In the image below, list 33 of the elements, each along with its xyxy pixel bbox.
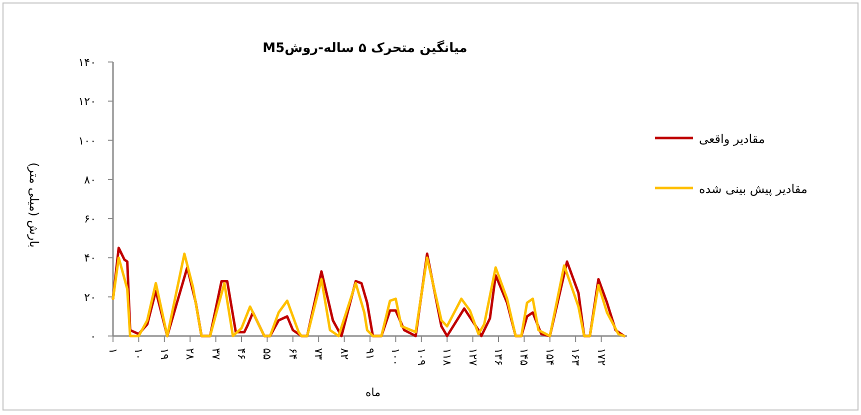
x-tick-label: ۷۳	[312, 348, 326, 360]
legend-label: مقادیر پیش بینی شده	[699, 182, 808, 196]
x-tick-label: ۳۷	[209, 348, 222, 360]
x-axis-title: ماه	[365, 386, 381, 399]
x-tick-label: ۱۹	[158, 348, 171, 360]
y-tick-label: ۲۰	[84, 290, 96, 304]
x-tick-label: ۵۵	[260, 348, 274, 360]
y-tick-label: ۱۰۰	[78, 134, 96, 148]
x-tick-label: ۱۰۹	[414, 348, 428, 366]
x-tick-label: ۲۸	[184, 348, 197, 360]
x-tick-label: ۱	[106, 348, 120, 354]
y-axis-title: بارش (میلی متر)	[27, 162, 41, 248]
x-tick-label: ۱۴۵	[518, 348, 531, 366]
legend-label: مقادیر واقعی	[699, 132, 765, 146]
x-tick-label: ۱۱۸	[440, 348, 454, 366]
x-tick-label: ۹۱	[364, 348, 376, 360]
x-tick-label: ۴۶	[235, 348, 248, 360]
x-tick-label: ۱۲۷	[466, 348, 480, 366]
x-tick-label: ۱۰	[132, 348, 146, 360]
x-tick-label: ۸۲	[338, 348, 351, 360]
x-tick-label: ۱۵۴	[543, 348, 556, 366]
y-tick-label: ۶۰	[84, 212, 96, 226]
x-tick-label: ۱۳۶	[492, 348, 505, 366]
y-tick-label: ۰	[90, 330, 96, 343]
y-tick-label: ۱۲۰	[78, 95, 96, 108]
x-tick-label: ۱۶۳	[569, 348, 582, 366]
chart-title: میانگین متحرک ۵ ساله-روشM5	[262, 40, 468, 56]
y-tick-label: ۱۴۰	[78, 56, 96, 69]
x-tick-label: ۱۰۰	[389, 348, 402, 366]
x-tick-label: ۱۷۲	[594, 348, 608, 366]
x-tick-label: ۶۴	[286, 348, 300, 360]
y-tick-label: ۴۰	[84, 252, 96, 265]
y-tick-label: ۸۰	[84, 173, 96, 186]
